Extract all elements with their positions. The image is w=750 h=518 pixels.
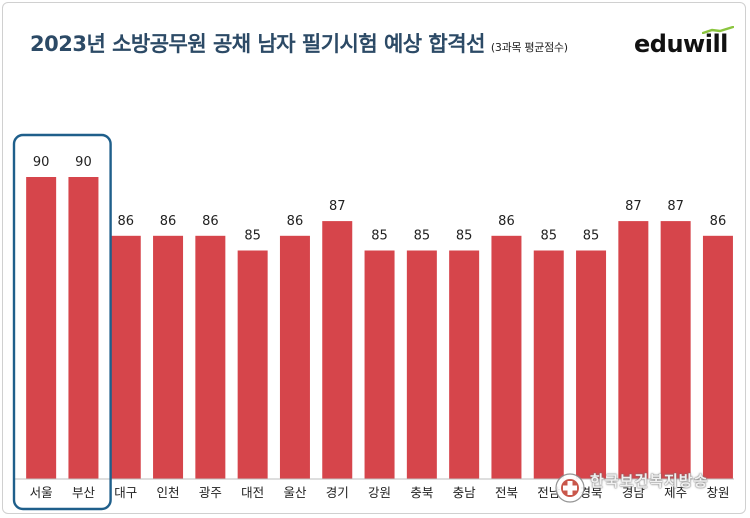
category-label-부산: 부산 [72, 485, 96, 500]
watermark-logo-icon [555, 473, 585, 503]
value-label-울산: 86 [287, 214, 304, 229]
value-label-전남: 85 [540, 229, 557, 244]
bar-경남 [618, 221, 649, 479]
bar-경북 [576, 250, 607, 479]
value-label-경북: 85 [583, 229, 600, 244]
category-label-울산: 울산 [283, 485, 307, 500]
eduwill-logo: eduwill [634, 30, 728, 58]
value-label-충남: 85 [456, 229, 473, 244]
value-label-대전: 85 [244, 229, 261, 244]
bar-서울 [26, 177, 57, 479]
category-label-대구: 대구 [114, 485, 137, 500]
bar-경기 [322, 221, 353, 479]
bar-창원 [702, 235, 733, 479]
bar-광주 [195, 235, 226, 479]
bar-대전 [237, 250, 268, 479]
value-label-경남: 87 [625, 199, 642, 214]
bar-부산 [68, 177, 99, 479]
bar-인천 [153, 235, 184, 479]
category-label-충남: 충남 [453, 485, 477, 500]
logo-swoosh-icon [702, 26, 734, 34]
bar-충남 [449, 250, 480, 479]
category-label-광주: 광주 [199, 485, 222, 500]
bar-대구 [110, 235, 141, 479]
category-label-경북: 경북 [580, 485, 603, 500]
bar-강원 [364, 250, 395, 479]
category-label-대전: 대전 [241, 485, 264, 500]
value-label-충북: 85 [414, 229, 431, 244]
value-label-강원: 85 [371, 229, 388, 244]
chart-title: 2023년 소방공무원 공채 남자 필기시험 예상 합격선 (3과목 평균점수) [30, 28, 568, 58]
category-label-전남: 전남 [537, 485, 561, 500]
bar-제주 [660, 221, 691, 479]
watermark-text: 한국보건복지방송 [590, 472, 709, 490]
value-label-경기: 87 [329, 199, 346, 214]
category-label-강원: 강원 [368, 485, 391, 500]
value-label-인천: 86 [160, 214, 177, 229]
value-label-대구: 86 [117, 214, 134, 229]
chart-title-text: 2023년 소방공무원 공채 남자 필기시험 예상 합격선 [30, 32, 485, 56]
value-label-전북: 86 [498, 214, 515, 229]
value-label-창원: 86 [710, 214, 727, 229]
category-label-충북: 충북 [410, 485, 433, 500]
bar-울산 [279, 235, 310, 479]
bar-전남 [533, 250, 564, 479]
category-label-전북: 전북 [495, 485, 518, 500]
value-label-서울: 90 [33, 155, 50, 170]
category-label-창원: 창원 [706, 485, 729, 500]
bar-충북 [406, 250, 437, 479]
value-label-제주: 87 [667, 199, 684, 214]
category-label-서울: 서울 [30, 485, 53, 500]
bar-전북 [491, 235, 522, 479]
chart-subtitle: (3과목 평균점수) [490, 41, 568, 54]
category-label-제주: 제주 [664, 485, 687, 500]
value-label-광주: 86 [202, 214, 219, 229]
category-label-경기: 경기 [326, 485, 349, 500]
highlight-box [12, 133, 112, 511]
category-label-경남: 경남 [622, 485, 646, 500]
value-label-부산: 90 [75, 155, 92, 170]
category-label-인천: 인천 [157, 485, 180, 500]
